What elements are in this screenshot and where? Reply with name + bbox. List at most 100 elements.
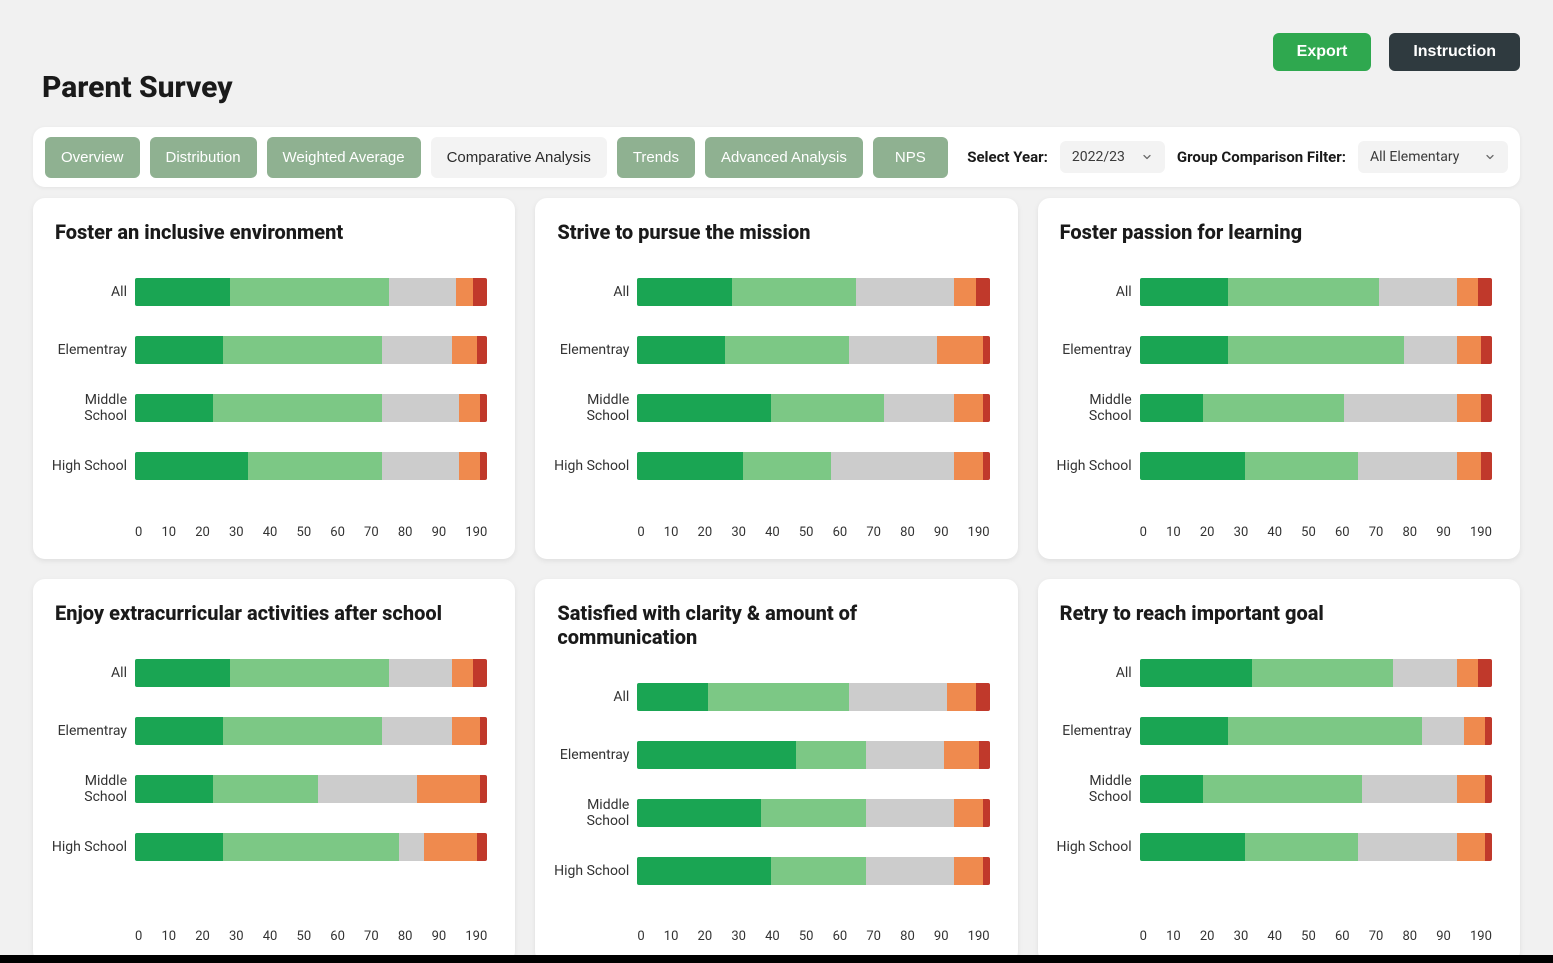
tab-adv[interactable]: Advanced Analysis (705, 137, 863, 178)
bar-segment (452, 336, 477, 364)
chart-row-label: High School (49, 458, 135, 474)
bar-segment (1485, 717, 1492, 745)
bar-segment (1140, 659, 1253, 687)
x-tick: 0 (135, 525, 142, 543)
chart-row: All (551, 278, 989, 306)
filter-panel: OverviewDistributionWeighted AverageComp… (33, 127, 1520, 187)
chart-row-label: Middle School (551, 392, 637, 424)
x-tick: 0 (637, 525, 644, 543)
stacked-bar (1140, 394, 1492, 422)
bar-segment (1481, 394, 1492, 422)
stacked-bar (135, 452, 487, 480)
stacked-bar (135, 278, 487, 306)
chart-row-label: High School (1054, 839, 1140, 855)
x-tick: 190 (1470, 929, 1492, 947)
bar-segment (1252, 659, 1393, 687)
x-tick: 20 (195, 929, 210, 947)
x-axis: 0102030405060708090190 (1140, 525, 1492, 543)
instruction-button[interactable]: Instruction (1389, 33, 1520, 71)
export-button[interactable]: Export (1273, 33, 1372, 71)
bar-segment (1457, 452, 1482, 480)
bar-segment (1485, 775, 1492, 803)
x-tick: 80 (900, 525, 915, 543)
x-tick: 190 (968, 525, 990, 543)
stacked-bar (1140, 833, 1492, 861)
header-actions: Export Instruction (1273, 33, 1520, 71)
tab-overview[interactable]: Overview (45, 137, 140, 178)
tab-dist[interactable]: Distribution (150, 137, 257, 178)
select-group-value: All Elementary (1370, 149, 1459, 165)
bar-segment (417, 775, 480, 803)
bar-segment (382, 394, 460, 422)
bar-segment (1379, 278, 1457, 306)
bar-segment (732, 278, 855, 306)
bar-segment (954, 278, 975, 306)
select-year[interactable]: 2022/23 (1060, 141, 1165, 173)
x-tick: 190 (465, 929, 487, 947)
bar-segment (1457, 278, 1478, 306)
bar-segment (849, 683, 948, 711)
x-tick: 30 (229, 929, 244, 947)
x-tick: 30 (1234, 929, 1249, 947)
chart-row: Elementray (551, 336, 989, 364)
bar-segment (1140, 336, 1228, 364)
chart-row-label: Middle School (1054, 392, 1140, 424)
x-tick: 10 (161, 929, 176, 947)
bar-segment (637, 394, 771, 422)
tab-nps[interactable]: NPS (873, 137, 948, 178)
stacked-bar (637, 394, 989, 422)
x-tick: 190 (968, 929, 990, 947)
page-title: Parent Survey (42, 70, 233, 105)
bar-segment (389, 278, 456, 306)
bar-segment (1457, 775, 1485, 803)
chart-card: Strive to pursue the missionAllElementra… (535, 198, 1017, 559)
x-tick: 0 (1140, 525, 1147, 543)
chart-row-label: Middle School (551, 797, 637, 829)
bar-segment (954, 394, 982, 422)
stacked-bar (637, 278, 989, 306)
x-tick: 10 (664, 929, 679, 947)
tabs: OverviewDistributionWeighted AverageComp… (45, 137, 948, 178)
x-tick: 40 (765, 929, 780, 947)
x-tick: 30 (1234, 525, 1249, 543)
chart-card: Foster passion for learningAllElementray… (1038, 198, 1520, 559)
tab-comp[interactable]: Comparative Analysis (431, 137, 607, 178)
chevron-down-icon (1484, 151, 1496, 163)
bar-segment (937, 336, 983, 364)
bar-segment (248, 452, 382, 480)
bar-segment (983, 857, 990, 885)
x-tick: 0 (135, 929, 142, 947)
select-group-filter[interactable]: All Elementary (1358, 141, 1508, 173)
chart-row: Elementray (1054, 717, 1492, 745)
bar-segment (725, 336, 848, 364)
bar-segment (1245, 452, 1358, 480)
x-tick: 70 (364, 525, 379, 543)
chart-card: Retry to reach important goalAllElementr… (1038, 579, 1520, 963)
bar-segment (1457, 659, 1478, 687)
bar-segment (1140, 717, 1228, 745)
bar-segment (1344, 394, 1457, 422)
x-tick: 60 (1335, 525, 1350, 543)
bar-segment (637, 278, 732, 306)
chart-row: All (1054, 659, 1492, 687)
x-tick: 50 (1301, 929, 1316, 947)
bar-segment (743, 452, 831, 480)
bar-segment (135, 278, 230, 306)
x-tick: 70 (1369, 929, 1384, 947)
tab-trends[interactable]: Trends (617, 137, 695, 178)
bar-segment (1393, 659, 1456, 687)
stacked-bar (637, 799, 989, 827)
bar-segment (477, 336, 488, 364)
select-year-value: 2022/23 (1072, 149, 1125, 165)
chart-rows: AllElementrayMiddle SchoolHigh School (551, 278, 989, 525)
x-tick: 60 (1335, 929, 1350, 947)
bar-segment (831, 452, 954, 480)
stacked-bar (135, 833, 487, 861)
bar-segment (976, 683, 990, 711)
bar-segment (230, 659, 389, 687)
bar-segment (318, 775, 417, 803)
chart-row-label: All (551, 689, 637, 705)
tab-wavg[interactable]: Weighted Average (267, 137, 421, 178)
x-tick: 20 (1200, 929, 1215, 947)
x-tick: 0 (637, 929, 644, 947)
